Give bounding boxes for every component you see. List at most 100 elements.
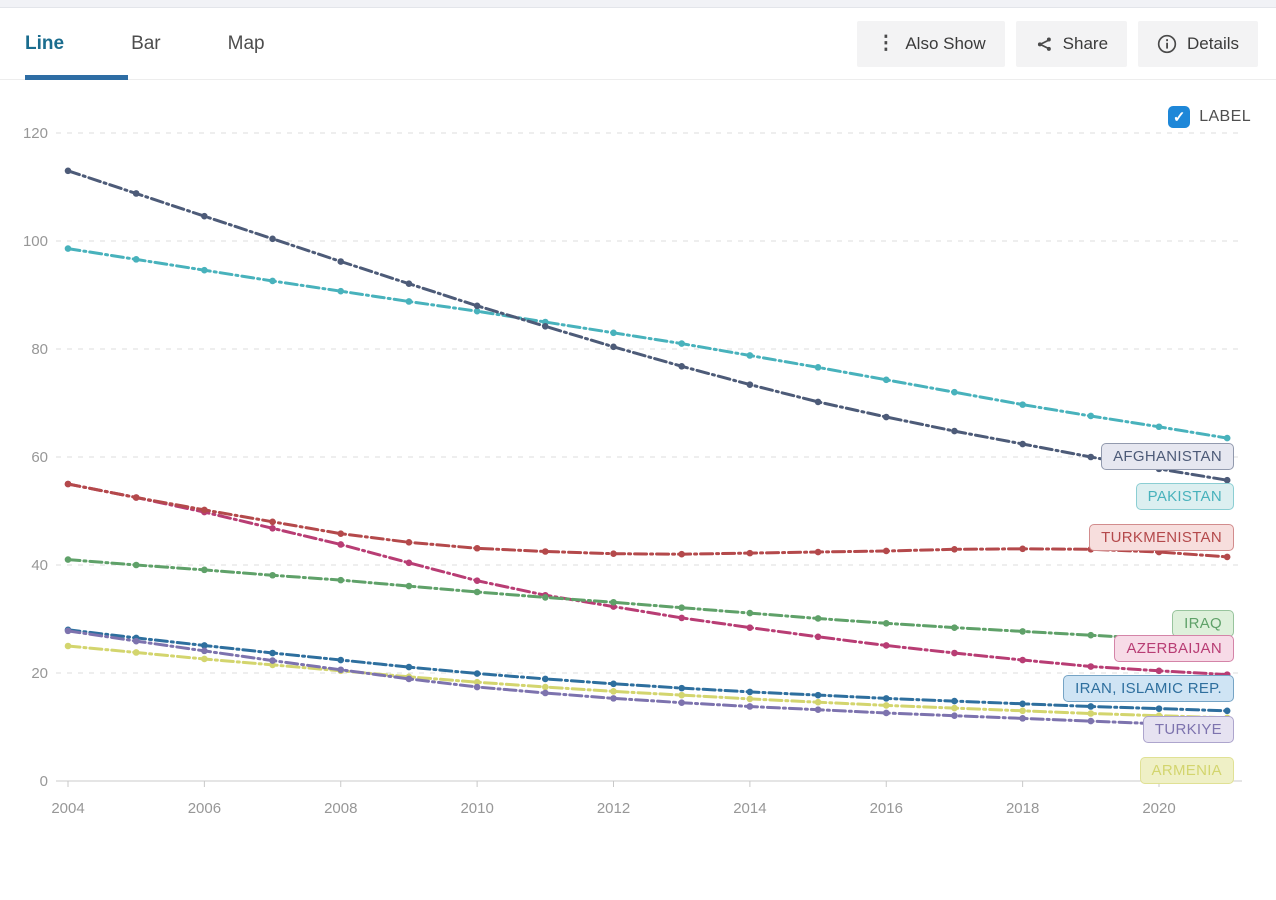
- data-point: [269, 235, 276, 243]
- details-button[interactable]: Details: [1138, 20, 1258, 67]
- data-point: [64, 245, 72, 252]
- data-point: [542, 689, 549, 697]
- data-point: [473, 307, 481, 315]
- tab-bar-label: Bar: [131, 33, 161, 54]
- data-point: [951, 704, 958, 712]
- tab-bar[interactable]: Bar: [131, 8, 161, 79]
- data-point: [1087, 703, 1095, 710]
- series-line-pakistan: [66, 247, 1229, 440]
- tab-line[interactable]: Line: [25, 8, 128, 80]
- data-point: [882, 702, 890, 709]
- series-line-iran-islamic-rep-: [66, 628, 1229, 713]
- data-point: [473, 302, 481, 310]
- data-point: [64, 642, 72, 650]
- data-point: [746, 703, 754, 710]
- data-point: [882, 642, 890, 649]
- data-point: [678, 684, 685, 692]
- data-point: [1155, 705, 1163, 712]
- data-point: [814, 615, 822, 622]
- label-checkbox[interactable]: ✓ LABEL: [1168, 106, 1251, 128]
- header-bar: Line Bar Map ⋮ Also Show Share Details: [0, 8, 1276, 80]
- series-line-armenia: [66, 644, 1229, 720]
- data-point: [269, 571, 276, 579]
- data-point: [473, 683, 481, 691]
- series-label-afghanistan[interactable]: AFGHANISTAN: [1101, 443, 1234, 470]
- checkbox-checked-icon[interactable]: ✓: [1168, 106, 1191, 128]
- series-label-turkiye[interactable]: TURKIYE: [1142, 716, 1234, 743]
- data-point: [473, 678, 481, 686]
- data-point: [337, 287, 345, 295]
- data-point: [201, 647, 208, 655]
- series-label-armenia[interactable]: ARMENIA: [1139, 757, 1234, 784]
- series-line-afghanistan: [66, 169, 1229, 482]
- data-point: [746, 688, 754, 696]
- data-point: [337, 530, 345, 537]
- tab-map[interactable]: Map: [228, 8, 265, 79]
- data-point: [814, 398, 822, 406]
- series-label-iraq[interactable]: IRAQ: [1172, 610, 1234, 637]
- data-point: [201, 506, 208, 514]
- data-point: [1019, 628, 1026, 635]
- data-point: [814, 548, 822, 556]
- y-axis-label: 60: [31, 449, 48, 466]
- data-point: [610, 695, 617, 702]
- share-label: Share: [1062, 33, 1109, 53]
- data-point: [678, 699, 685, 706]
- x-axis-label: 2006: [188, 800, 221, 817]
- data-point: [678, 691, 685, 699]
- details-label: Details: [1187, 33, 1239, 53]
- data-point: [1087, 453, 1095, 461]
- data-point: [882, 695, 890, 702]
- active-tab-underline: [25, 75, 128, 80]
- data-point: [610, 688, 617, 695]
- series-label-iran-islamic-rep-[interactable]: IRAN, ISLAMIC REP.: [1063, 675, 1234, 702]
- data-point: [746, 695, 754, 703]
- x-axis-label: 2016: [870, 800, 903, 817]
- data-point: [1223, 434, 1231, 442]
- x-axis-label: 2004: [51, 800, 84, 817]
- kebab-menu-icon: ⋮: [876, 33, 896, 54]
- data-point: [610, 343, 617, 351]
- data-point: [678, 614, 685, 622]
- data-point: [269, 649, 276, 657]
- series-label-pakistan[interactable]: PAKISTAN: [1135, 483, 1234, 510]
- data-point: [1019, 401, 1026, 408]
- series-label-turkmenistan[interactable]: TURKMENISTAN: [1089, 524, 1234, 551]
- data-point: [201, 642, 208, 649]
- series-line-iraq: [66, 558, 1229, 644]
- data-point: [678, 550, 685, 558]
- data-point: [814, 691, 822, 699]
- data-point: [678, 362, 685, 370]
- data-point: [337, 656, 345, 664]
- data-point: [132, 649, 140, 656]
- data-point: [1087, 631, 1095, 639]
- data-point: [951, 427, 958, 435]
- data-point: [269, 657, 276, 664]
- data-point: [337, 666, 345, 674]
- data-point: [1019, 700, 1026, 708]
- tab-line-label: Line: [25, 33, 65, 54]
- data-point: [882, 376, 890, 384]
- data-point: [132, 561, 140, 569]
- data-point: [132, 637, 140, 645]
- series-label-azerbaijan[interactable]: AZERBAIJAN: [1114, 635, 1234, 662]
- y-axis-label: 80: [31, 341, 48, 358]
- share-button[interactable]: Share: [1015, 20, 1128, 67]
- tab-map-label: Map: [227, 33, 265, 54]
- data-point: [269, 277, 276, 285]
- data-point: [951, 546, 958, 553]
- data-point: [473, 577, 481, 584]
- data-point: [610, 598, 617, 606]
- x-axis-label: 2010: [460, 800, 493, 817]
- series-line-azerbaijan: [66, 482, 1229, 677]
- data-point: [1223, 707, 1231, 715]
- data-point: [610, 550, 617, 557]
- data-point: [473, 670, 481, 677]
- data-point: [814, 364, 822, 371]
- data-point: [132, 256, 140, 263]
- info-icon: [1157, 34, 1177, 54]
- data-point: [951, 697, 958, 705]
- data-point: [1019, 707, 1026, 715]
- also-show-button[interactable]: ⋮ Also Show: [857, 20, 1005, 67]
